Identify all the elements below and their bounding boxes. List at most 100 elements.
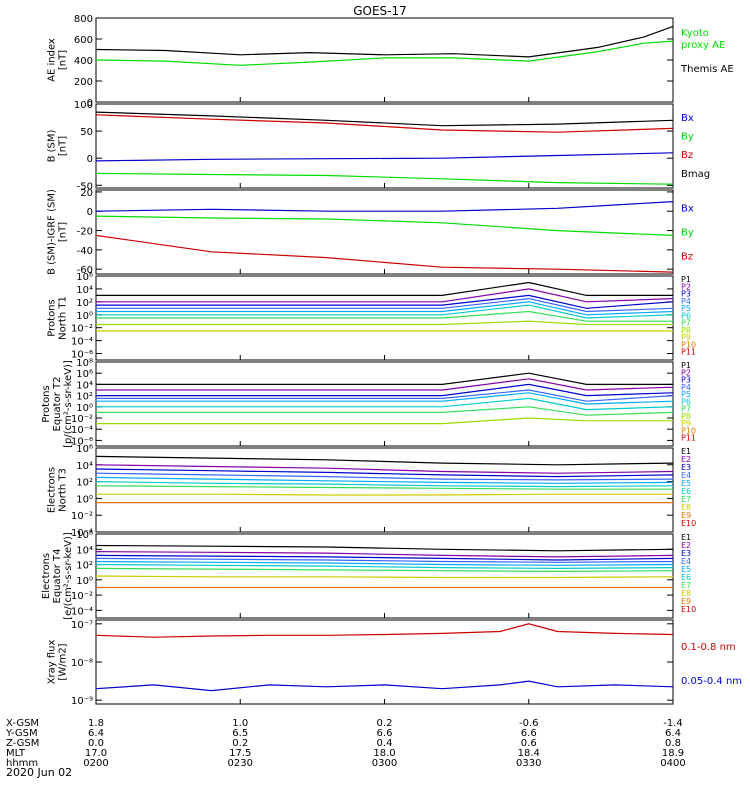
legend-entry: P8 [681,412,691,421]
series-bz [95,234,674,273]
series-e4 [95,472,674,481]
legend-entry: E8 [681,503,691,512]
x-axis-row-value: 6.4 [88,728,104,739]
y-tick-label: 10⁻⁴ [71,528,93,539]
y-axis-label-line: Protons [41,385,52,422]
x-axis-row-value: 18.9 [662,748,684,759]
y-tick-label: 10⁸ [76,358,93,369]
series-p7 [96,310,673,322]
legend-entry: P11 [681,348,696,357]
y-tick-label: 10⁻⁸ [71,658,93,669]
x-axis-row-label: Y-GSM [5,728,38,739]
series-p1 [96,372,673,385]
legend-entry: E9 [681,597,691,606]
series-e4 [95,557,674,563]
series-kyoto-proxy-ae [95,40,674,66]
series-by [95,172,674,185]
y-tick-label: 600 [74,35,93,46]
series-p2 [96,288,674,303]
y-tick-label: 10⁶ [76,444,93,455]
panel-2: -50 0 50 100 B (SM) [nT] Bx By Bz Bmag [47,100,711,192]
y-tick-label: 10⁻⁶ [71,436,93,447]
y-tick-label: 10⁶ [76,369,93,380]
legend-entry: E1 [681,533,691,542]
y-tick-label: 10⁻² [71,324,93,335]
series-p6 [96,304,674,319]
legend-entry: Bx [681,113,694,124]
y-tick-label: 400 [74,56,93,67]
series-p2 [96,378,674,391]
legend: 0.1-0.8 nm 0.05-0.4 nm [681,642,742,687]
y-tick-label: 10⁴ [76,380,93,391]
y-axis-label-line: [p/(cm²-s-sr-keV)] [63,360,74,448]
legend-entry: P8 [681,326,691,335]
series-e3 [95,554,674,561]
series-e8 [96,493,673,496]
y-tick-label: 800 [74,14,93,25]
y-axis-label: Xray flux [W/m2] [47,640,69,685]
y-tick-label: 100 [74,100,93,111]
legend-entry: proxy AE [681,40,725,51]
series-e1 [95,544,674,552]
x-axis-row-label: hhmm [6,758,38,769]
y-axis-label-line: Protons [47,299,58,336]
y-axis-label-line: B (SM)-IGRF (SM) [47,189,58,275]
series-p5 [96,392,674,405]
legend-entry: P10 [681,426,696,435]
series-e6 [95,481,674,488]
x-axis-row-value: 17.0 [85,748,107,759]
y-axis-label-line: Electrons [41,553,52,599]
x-axis-row-value: 18.0 [373,748,395,759]
x-axis-row-value: 0200 [83,758,108,769]
y-tick-label: -20 [77,227,93,238]
series-p3 [96,383,674,397]
legend-entry: P2 [681,368,691,377]
y-axis-label: AE index [nT] [47,38,69,82]
y-axis-label-line: Equator T2 [52,377,63,432]
y-axis-label: Protons Equator T2 [p/(cm²-s-sr-keV)] [41,360,74,448]
series-p4 [96,389,674,402]
series-0-1-0-8-nm [95,623,674,638]
legend-entry: Kyoto [681,28,709,39]
legend-entry: E1 [681,447,691,456]
y-axis-label-line: AE index [47,38,58,82]
series-0-05-0-4-nm [95,680,674,692]
legend-entry: Bz [681,150,693,161]
y-tick-label: 10⁰ [76,494,93,505]
series-e6 [95,563,674,570]
legend-entry: E6 [681,487,691,496]
series-p1 [96,281,673,296]
x-axis-row-value: 6.6 [521,728,537,739]
y-axis-label-line: North T3 [58,468,69,512]
legend-entry: P2 [681,282,691,291]
y-tick-label: 10² [76,478,93,489]
x-axis-row-value: 6.6 [377,728,393,739]
y-tick-label: 20 [80,188,93,199]
series-bmag [95,111,674,127]
x-axis-row-label: MLT [6,748,26,759]
legend-entry: 0.1-0.8 nm [681,642,736,653]
y-tick-label: -60 [77,265,93,276]
legend-entry: P9 [681,333,691,342]
y-tick-label: 10² [76,298,93,309]
legend-entry: P10 [681,340,696,349]
series-p6 [96,397,674,411]
x-axis-row-value: 1.8 [88,718,104,729]
legend-entry: P5 [681,390,691,399]
x-axis-row-value: 0.6 [521,738,537,749]
y-tick-label: 10⁻⁷ [71,620,93,631]
y-axis-label: Electrons Equator T4 [e/(cm²-s-sr-keV)] [41,532,74,620]
legend-entry: E4 [681,557,691,566]
legend-entry: Bz [681,252,693,263]
legend-entry: P1 [681,361,691,370]
x-axis-row-value: -0.6 [519,718,539,729]
y-tick-label: 0 [87,154,93,165]
x-axis-table: X-GSM 1.8 1.0 0.2 -0.6 -1.4 Y-GSM 6.4 6.5 6.6 6.6 6… [5,718,686,769]
y-axis-label: B (SM)-IGRF (SM) [nT] [47,189,69,275]
